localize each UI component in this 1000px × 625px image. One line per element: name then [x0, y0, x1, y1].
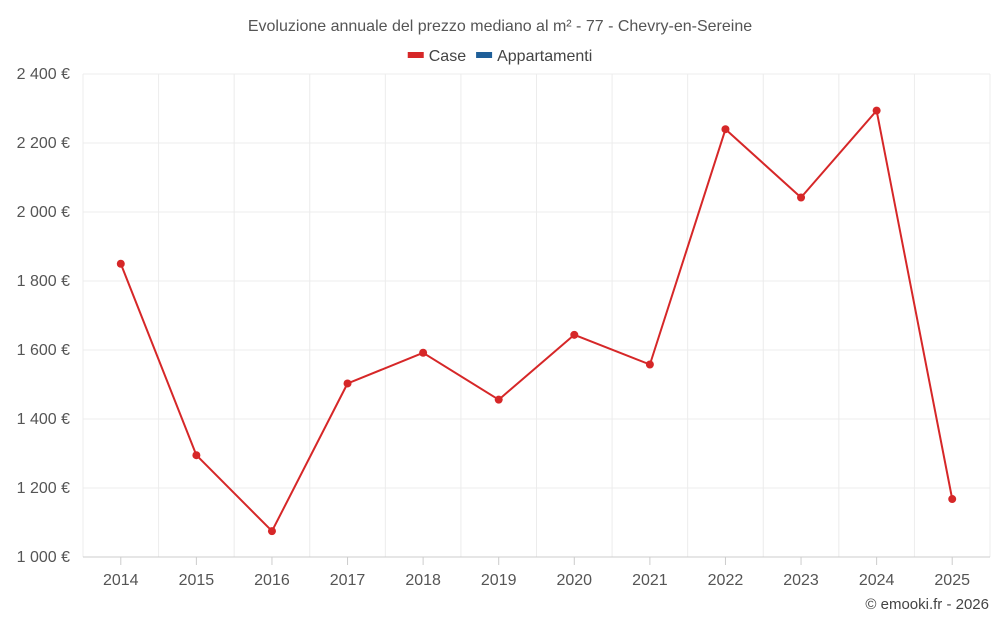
y-tick-label: 2 400 €	[17, 66, 70, 83]
y-tick-label: 1 200 €	[17, 480, 70, 497]
x-tick-label: 2017	[330, 572, 366, 589]
chart-title: Evoluzione annuale del prezzo mediano al…	[248, 18, 752, 35]
data-point[interactable]	[797, 193, 806, 202]
data-point[interactable]	[419, 348, 428, 357]
data-point[interactable]	[721, 125, 730, 134]
data-point[interactable]	[116, 259, 125, 268]
series-line-case	[119, 109, 954, 533]
legend-label: Appartamenti	[497, 48, 592, 65]
x-tick-label: 2023	[783, 572, 819, 589]
x-tick-label: 2025	[934, 572, 970, 589]
data-point[interactable]	[192, 451, 201, 460]
x-tick-label: 2022	[708, 572, 744, 589]
data-point[interactable]	[872, 106, 881, 115]
data-point[interactable]	[645, 360, 654, 369]
credits-text: © emooki.fr - 2026	[865, 596, 989, 613]
legend: Case Appartamenti	[407, 48, 592, 65]
x-tick-label: 2020	[556, 572, 592, 589]
x-tick-label: 2021	[632, 572, 668, 589]
y-tick-label: 2 000 €	[17, 204, 70, 221]
x-tick-label: 2019	[481, 572, 517, 589]
x-tick-label: 2016	[254, 572, 290, 589]
data-point[interactable]	[494, 395, 503, 404]
legend-swatch	[476, 52, 493, 58]
x-tick-label: 2024	[859, 572, 895, 589]
legend-item-appartamenti[interactable]: Appartamenti	[476, 48, 592, 65]
y-tick-label: 1 000 €	[17, 549, 70, 566]
legend-item-case[interactable]: Case	[407, 48, 466, 65]
data-point[interactable]	[267, 527, 276, 536]
x-tick-label: 2014	[103, 572, 139, 589]
y-tick-label: 1 800 €	[17, 273, 70, 290]
y-tick-label: 2 200 €	[17, 135, 70, 152]
data-point[interactable]	[948, 495, 957, 504]
x-tick-label: 2018	[405, 572, 441, 589]
legend-swatch	[407, 52, 424, 58]
data-point[interactable]	[343, 379, 352, 388]
y-tick-label: 1 400 €	[17, 411, 70, 428]
grid	[82, 73, 991, 557]
series-layer	[116, 106, 957, 536]
y-tick-label: 1 600 €	[17, 342, 70, 359]
data-point[interactable]	[570, 330, 579, 339]
axes: 1 000 € 1 200 € 1 400 € 1 600 € 1 800 € 2 000…	[17, 66, 990, 589]
x-tick-label: 2015	[179, 572, 215, 589]
legend-label: Case	[429, 48, 466, 65]
